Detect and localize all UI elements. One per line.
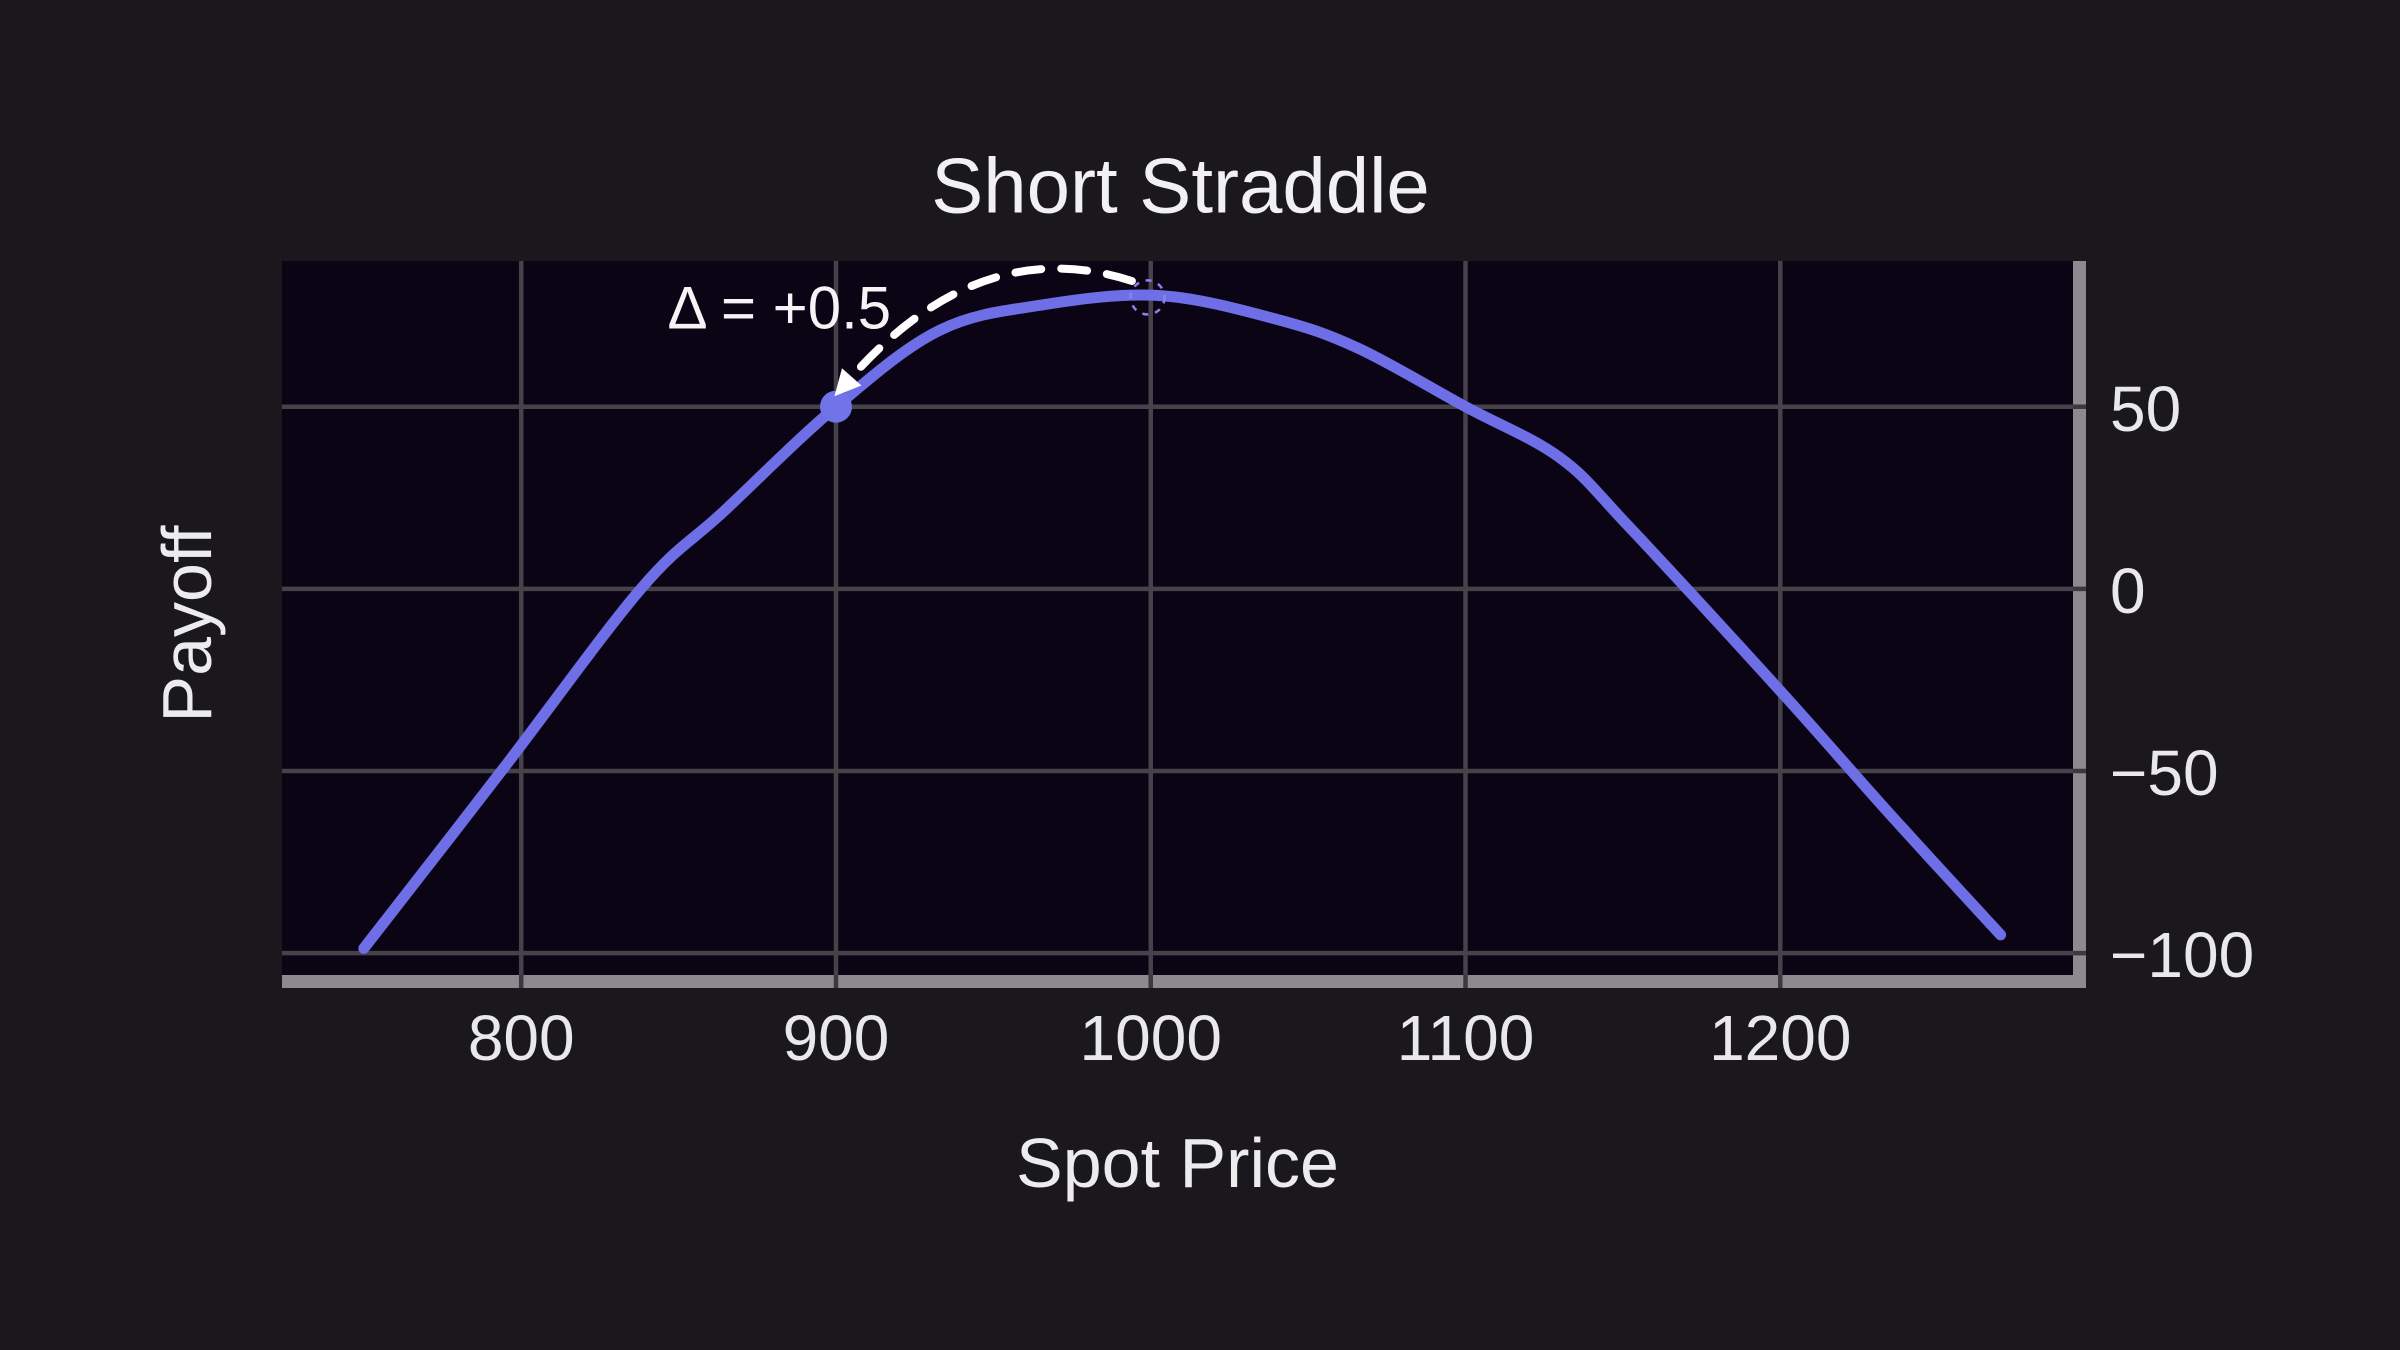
x-tick-label: 1000 (1079, 1002, 1222, 1074)
x-tick-label: 900 (782, 1002, 890, 1074)
x-tick-label: 800 (467, 1002, 575, 1074)
payoff-curve (358, 289, 2007, 954)
y-tick-label: −100 (2110, 919, 2255, 992)
delta-point-marker (819, 390, 852, 423)
arrowhead-icon (834, 368, 862, 397)
x-tick-label: 1100 (1396, 1002, 1535, 1074)
axes-spines (282, 261, 2086, 988)
tick-marks (518, 404, 2086, 988)
plot-area (282, 261, 2073, 975)
chart-title: Short Straddle (931, 141, 1430, 230)
y-tick-label: −50 (2110, 737, 2219, 809)
y-tick-label: 0 (2110, 554, 2146, 627)
x-axis-label: Spot Price (1016, 1124, 1339, 1202)
peak-hollow-marker (1129, 279, 1166, 316)
x-tick-label: 1200 (1709, 1002, 1852, 1074)
delta-annotation-label: Δ = +0.5 (667, 274, 892, 342)
y-axis-label: Payoff (148, 525, 226, 723)
y-tick-label: 50 (2110, 372, 2182, 445)
gridlines (282, 261, 2073, 975)
delta-annotation-arrow (847, 264, 1136, 381)
